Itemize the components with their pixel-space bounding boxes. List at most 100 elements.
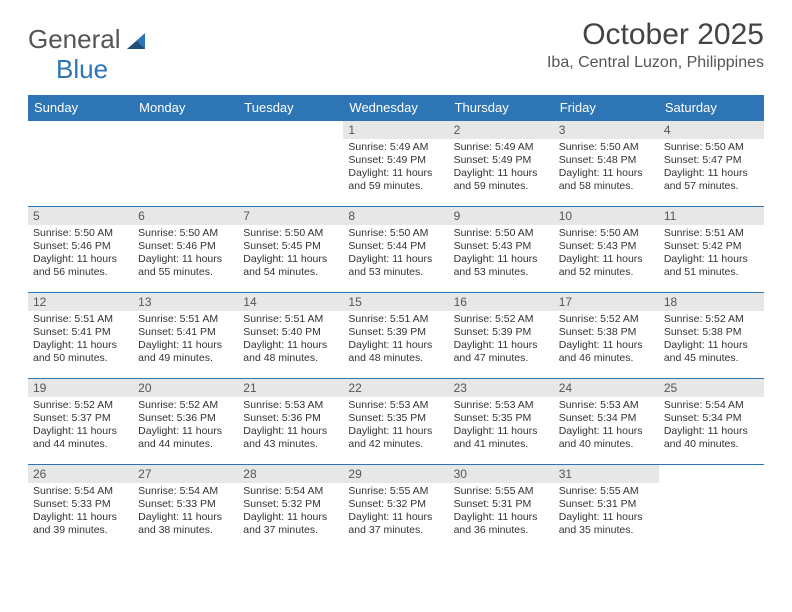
logo-text-blue: Blue	[56, 54, 108, 85]
day-number: 20	[133, 379, 238, 397]
sunrise-text: Sunrise: 5:50 AM	[559, 227, 654, 240]
sunrise-text: Sunrise: 5:52 AM	[559, 313, 654, 326]
calendar-day-cell: 20Sunrise: 5:52 AMSunset: 5:36 PMDayligh…	[133, 379, 238, 465]
calendar-day-cell: 2Sunrise: 5:49 AMSunset: 5:49 PMDaylight…	[449, 121, 554, 207]
day-number: 28	[238, 465, 343, 483]
sunset-text: Sunset: 5:31 PM	[559, 498, 654, 511]
logo-text-general: General	[28, 24, 121, 55]
daylight-text: Daylight: 11 hours and 36 minutes.	[454, 511, 549, 537]
calendar-day-cell: 23Sunrise: 5:53 AMSunset: 5:35 PMDayligh…	[449, 379, 554, 465]
sunrise-text: Sunrise: 5:51 AM	[243, 313, 338, 326]
daylight-text: Daylight: 11 hours and 42 minutes.	[348, 425, 443, 451]
day-body: Sunrise: 5:52 AMSunset: 5:36 PMDaylight:…	[133, 397, 238, 456]
daylight-text: Daylight: 11 hours and 58 minutes.	[559, 167, 654, 193]
daylight-text: Daylight: 11 hours and 38 minutes.	[138, 511, 233, 537]
sunrise-text: Sunrise: 5:50 AM	[33, 227, 128, 240]
daylight-text: Daylight: 11 hours and 40 minutes.	[559, 425, 654, 451]
sunrise-text: Sunrise: 5:55 AM	[559, 485, 654, 498]
sunrise-text: Sunrise: 5:53 AM	[243, 399, 338, 412]
day-number: 11	[659, 207, 764, 225]
day-number: 27	[133, 465, 238, 483]
calendar-day-cell: 7 Sunrise: 5:50 AMSunset: 5:45 PMDaylight…	[238, 207, 343, 293]
sunrise-text: Sunrise: 5:54 AM	[243, 485, 338, 498]
weekday-header: Tuesday	[238, 95, 343, 121]
sunrise-text: Sunrise: 5:54 AM	[33, 485, 128, 498]
sunset-text: Sunset: 5:49 PM	[454, 154, 549, 167]
calendar-day-cell: 27Sunrise: 5:54 AMSunset: 5:33 PMDayligh…	[133, 465, 238, 551]
sunrise-text: Sunrise: 5:52 AM	[454, 313, 549, 326]
calendar-week-row: 12Sunrise: 5:51 AMSunset: 5:41 PMDayligh…	[28, 293, 764, 379]
daylight-text: Daylight: 11 hours and 46 minutes.	[559, 339, 654, 365]
daylight-text: Daylight: 11 hours and 55 minutes.	[138, 253, 233, 279]
sunset-text: Sunset: 5:45 PM	[243, 240, 338, 253]
day-body: Sunrise: 5:51 AMSunset: 5:41 PMDaylight:…	[133, 311, 238, 370]
day-body: Sunrise: 5:50 AMSunset: 5:46 PMDaylight:…	[133, 225, 238, 284]
daylight-text: Daylight: 11 hours and 56 minutes.	[33, 253, 128, 279]
calendar-table: SundayMondayTuesdayWednesdayThursdayFrid…	[28, 95, 764, 551]
calendar-empty-cell	[28, 121, 133, 207]
calendar-day-cell: 1Sunrise: 5:49 AMSunset: 5:49 PMDaylight…	[343, 121, 448, 207]
sunset-text: Sunset: 5:49 PM	[348, 154, 443, 167]
sunrise-text: Sunrise: 5:50 AM	[243, 227, 338, 240]
sunrise-text: Sunrise: 5:49 AM	[348, 141, 443, 154]
sunrise-text: Sunrise: 5:54 AM	[138, 485, 233, 498]
sunrise-text: Sunrise: 5:52 AM	[33, 399, 128, 412]
sunset-text: Sunset: 5:35 PM	[348, 412, 443, 425]
day-body: Sunrise: 5:54 AMSunset: 5:33 PMDaylight:…	[133, 483, 238, 542]
day-body: Sunrise: 5:54 AMSunset: 5:32 PMDaylight:…	[238, 483, 343, 542]
day-number: 25	[659, 379, 764, 397]
sunrise-text: Sunrise: 5:51 AM	[138, 313, 233, 326]
sunset-text: Sunset: 5:36 PM	[138, 412, 233, 425]
day-number: 18	[659, 293, 764, 311]
sunset-text: Sunset: 5:38 PM	[664, 326, 759, 339]
sunset-text: Sunset: 5:43 PM	[559, 240, 654, 253]
day-number: 7	[238, 207, 343, 225]
sunset-text: Sunset: 5:31 PM	[454, 498, 549, 511]
day-body: Sunrise: 5:51 AMSunset: 5:40 PMDaylight:…	[238, 311, 343, 370]
day-number: 12	[28, 293, 133, 311]
daylight-text: Daylight: 11 hours and 37 minutes.	[243, 511, 338, 537]
calendar-day-cell: 4Sunrise: 5:50 AMSunset: 5:47 PMDaylight…	[659, 121, 764, 207]
calendar-day-cell: 21Sunrise: 5:53 AMSunset: 5:36 PMDayligh…	[238, 379, 343, 465]
logo: General	[28, 24, 149, 55]
daylight-text: Daylight: 11 hours and 52 minutes.	[559, 253, 654, 279]
sunset-text: Sunset: 5:43 PM	[454, 240, 549, 253]
title-block: October 2025 Iba, Central Luzon, Philipp…	[547, 18, 764, 72]
day-body: Sunrise: 5:51 AMSunset: 5:42 PMDaylight:…	[659, 225, 764, 284]
weekday-header: Monday	[133, 95, 238, 121]
calendar-day-cell: 19Sunrise: 5:52 AMSunset: 5:37 PMDayligh…	[28, 379, 133, 465]
calendar-day-cell: 31Sunrise: 5:55 AMSunset: 5:31 PMDayligh…	[554, 465, 659, 551]
daylight-text: Daylight: 11 hours and 54 minutes.	[243, 253, 338, 279]
sunrise-text: Sunrise: 5:51 AM	[664, 227, 759, 240]
sunset-text: Sunset: 5:47 PM	[664, 154, 759, 167]
sunset-text: Sunset: 5:35 PM	[454, 412, 549, 425]
day-body: Sunrise: 5:55 AMSunset: 5:32 PMDaylight:…	[343, 483, 448, 542]
day-number: 21	[238, 379, 343, 397]
day-number: 5	[28, 207, 133, 225]
sunset-text: Sunset: 5:41 PM	[33, 326, 128, 339]
calendar-week-row: 26Sunrise: 5:54 AMSunset: 5:33 PMDayligh…	[28, 465, 764, 551]
day-body: Sunrise: 5:52 AMSunset: 5:38 PMDaylight:…	[659, 311, 764, 370]
calendar-day-cell: 30Sunrise: 5:55 AMSunset: 5:31 PMDayligh…	[449, 465, 554, 551]
calendar-body: 1Sunrise: 5:49 AMSunset: 5:49 PMDaylight…	[28, 121, 764, 551]
calendar-empty-cell	[238, 121, 343, 207]
calendar-empty-cell	[133, 121, 238, 207]
sunrise-text: Sunrise: 5:49 AM	[454, 141, 549, 154]
day-number: 19	[28, 379, 133, 397]
daylight-text: Daylight: 11 hours and 51 minutes.	[664, 253, 759, 279]
day-body: Sunrise: 5:50 AMSunset: 5:43 PMDaylight:…	[449, 225, 554, 284]
calendar-day-cell: 25Sunrise: 5:54 AMSunset: 5:34 PMDayligh…	[659, 379, 764, 465]
sunset-text: Sunset: 5:37 PM	[33, 412, 128, 425]
daylight-text: Daylight: 11 hours and 37 minutes.	[348, 511, 443, 537]
calendar-day-cell: 5Sunrise: 5:50 AMSunset: 5:46 PMDaylight…	[28, 207, 133, 293]
sunrise-text: Sunrise: 5:53 AM	[559, 399, 654, 412]
calendar-day-cell: 15Sunrise: 5:51 AMSunset: 5:39 PMDayligh…	[343, 293, 448, 379]
sunset-text: Sunset: 5:38 PM	[559, 326, 654, 339]
day-body: Sunrise: 5:52 AMSunset: 5:37 PMDaylight:…	[28, 397, 133, 456]
day-number: 24	[554, 379, 659, 397]
weekday-header: Friday	[554, 95, 659, 121]
sunrise-text: Sunrise: 5:55 AM	[454, 485, 549, 498]
daylight-text: Daylight: 11 hours and 53 minutes.	[454, 253, 549, 279]
day-body: Sunrise: 5:50 AMSunset: 5:46 PMDaylight:…	[28, 225, 133, 284]
day-number: 3	[554, 121, 659, 139]
